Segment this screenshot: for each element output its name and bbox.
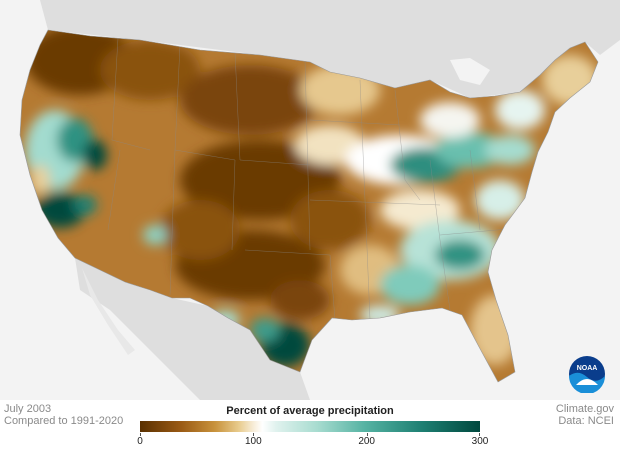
legend-tick-label: 0	[137, 436, 143, 447]
legend-tick-label: 300	[471, 436, 489, 447]
noaa-logo-text: NOAA	[577, 365, 598, 372]
map-date: July 2003	[4, 403, 52, 415]
baja-peninsula	[82, 268, 135, 355]
source-info: Climate.gov Data: NCEI	[556, 403, 614, 427]
legend-tick-mark	[366, 433, 368, 436]
map-info: July 2003 Compared to 1991-2020	[4, 403, 123, 427]
legend-tick-mark	[479, 433, 480, 436]
precipitation-map	[19, 0, 620, 400]
source-data: Data: NCEI	[558, 415, 614, 427]
footer: July 2003 Compared to 1991-2020 Climate.…	[0, 400, 620, 450]
legend-color-bar	[140, 421, 480, 432]
us-outline	[19, 29, 599, 383]
mexico-landmass	[75, 258, 310, 400]
legend-tick-label: 200	[358, 436, 375, 447]
legend-tick-mark	[253, 433, 255, 436]
great-lakes	[450, 58, 490, 85]
noaa-logo-icon: NOAA	[569, 356, 605, 394]
legend-title: Percent of average precipitation	[226, 405, 394, 417]
legend-tick-mark	[140, 433, 141, 436]
noaa-logo: NOAA	[568, 355, 606, 398]
map-svg	[19, 0, 620, 400]
source-site: Climate.gov	[555, 403, 614, 415]
legend-tick-label: 100	[244, 436, 262, 447]
map-baseline: Compared to 1991-2020	[4, 415, 124, 427]
state-borders	[107, 37, 521, 321]
